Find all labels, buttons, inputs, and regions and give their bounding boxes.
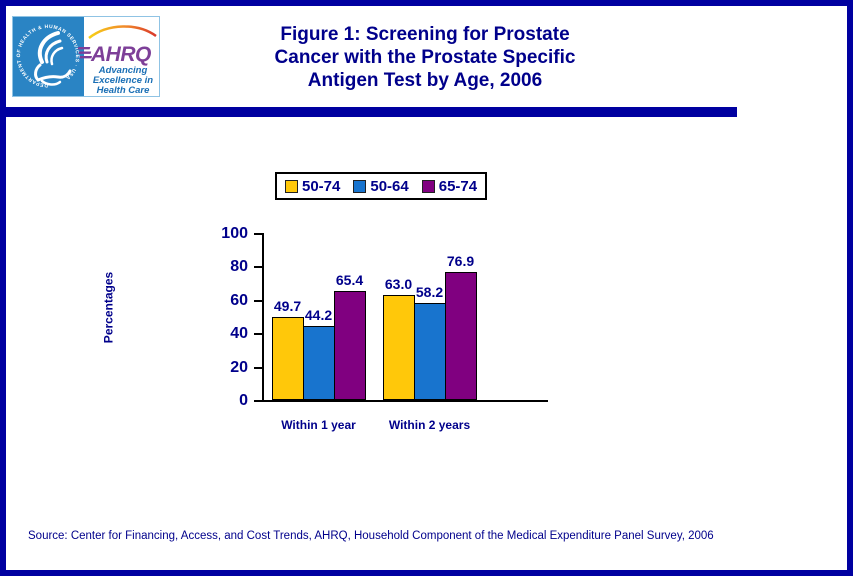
bar-value-label: 58.2 [415,284,444,300]
y-tick [254,233,262,235]
bar-value-label: 49.7 [273,298,302,314]
hhs-seal: DEPARTMENT OF HEALTH & HUMAN SERVICES · … [13,17,84,96]
y-tick [254,266,262,269]
header-divider [6,107,737,117]
svg-text:Health Care: Health Care [97,85,151,96]
chart-legend: 50-74 50-64 65-74 [275,172,488,200]
bar-65-74-within-1-year [334,291,366,400]
figure-title-line-1: Figure 1: Screening for Prostate [280,24,570,45]
ahrq-tagline: Advancing Excellence in Health Care [93,65,153,96]
legend-swatch-icon [285,179,298,193]
y-tick [254,299,262,302]
y-axis [262,233,264,402]
bar-50-74-within-2-years [383,295,415,400]
legend-label: 65-74 [438,177,478,195]
bar-value-label: 63.0 [384,276,413,292]
y-tick-label: 80 [230,258,248,276]
y-tick-label: 0 [239,392,248,409]
legend-item: 65-74 [421,177,478,195]
ahrq-speed-lines [77,47,93,59]
svg-text:Advancing: Advancing [98,65,148,76]
ahrq-arc [88,25,157,39]
y-tick [254,400,262,402]
x-category-label: Within 1 year [281,418,356,432]
bar-50-74-within-1-year [272,317,304,400]
y-axis-label: Percentages [101,271,116,344]
legend-label: 50-74 [302,177,341,195]
y-tick [254,366,262,369]
bar-50-64-within-2-years [414,303,446,400]
bar-value-label: 65.4 [335,272,364,288]
y-tick [254,333,262,336]
ahrq-logo: AHRQ Advancing Excellence in Health Care [77,25,157,96]
logo-graphic: DEPARTMENT OF HEALTH & HUMAN SERVICES · … [12,16,160,97]
x-axis [262,400,548,402]
hhs-eagle-icon [34,31,72,86]
bar-value-label: 76.9 [446,253,475,269]
bar-value-label: 44.2 [304,307,333,323]
bar-65-74-within-2-years [445,272,477,400]
legend-swatch-icon [421,179,435,193]
legend-label: 50-64 [370,177,409,195]
figure-title-line-2: Cancer with the Prostate Specific [274,47,576,68]
y-tick-label: 40 [230,325,248,343]
legend-item: 50-64 [353,177,409,195]
figure-title: Figure 1: Screening for Prostate Cancer … [230,23,620,92]
figure-title-line-3: Antigen Test by Age, 2006 [307,70,543,91]
y-tick-label: 20 [230,358,248,376]
x-category-label: Within 2 years [388,418,471,432]
legend-swatch-icon [353,179,367,193]
y-tick-label: 60 [230,291,248,309]
bar-50-64-within-1-year [303,326,335,400]
ahrq-hhs-logo: DEPARTMENT OF HEALTH & HUMAN SERVICES · … [12,16,160,97]
y-tick-label: 100 [221,225,248,242]
source-note: Source: Center for Financing, Access, an… [28,530,714,542]
ahrq-acronym: AHRQ [90,43,151,66]
svg-text:Excellence in: Excellence in [93,75,153,86]
legend-item: 50-74 [285,178,340,195]
